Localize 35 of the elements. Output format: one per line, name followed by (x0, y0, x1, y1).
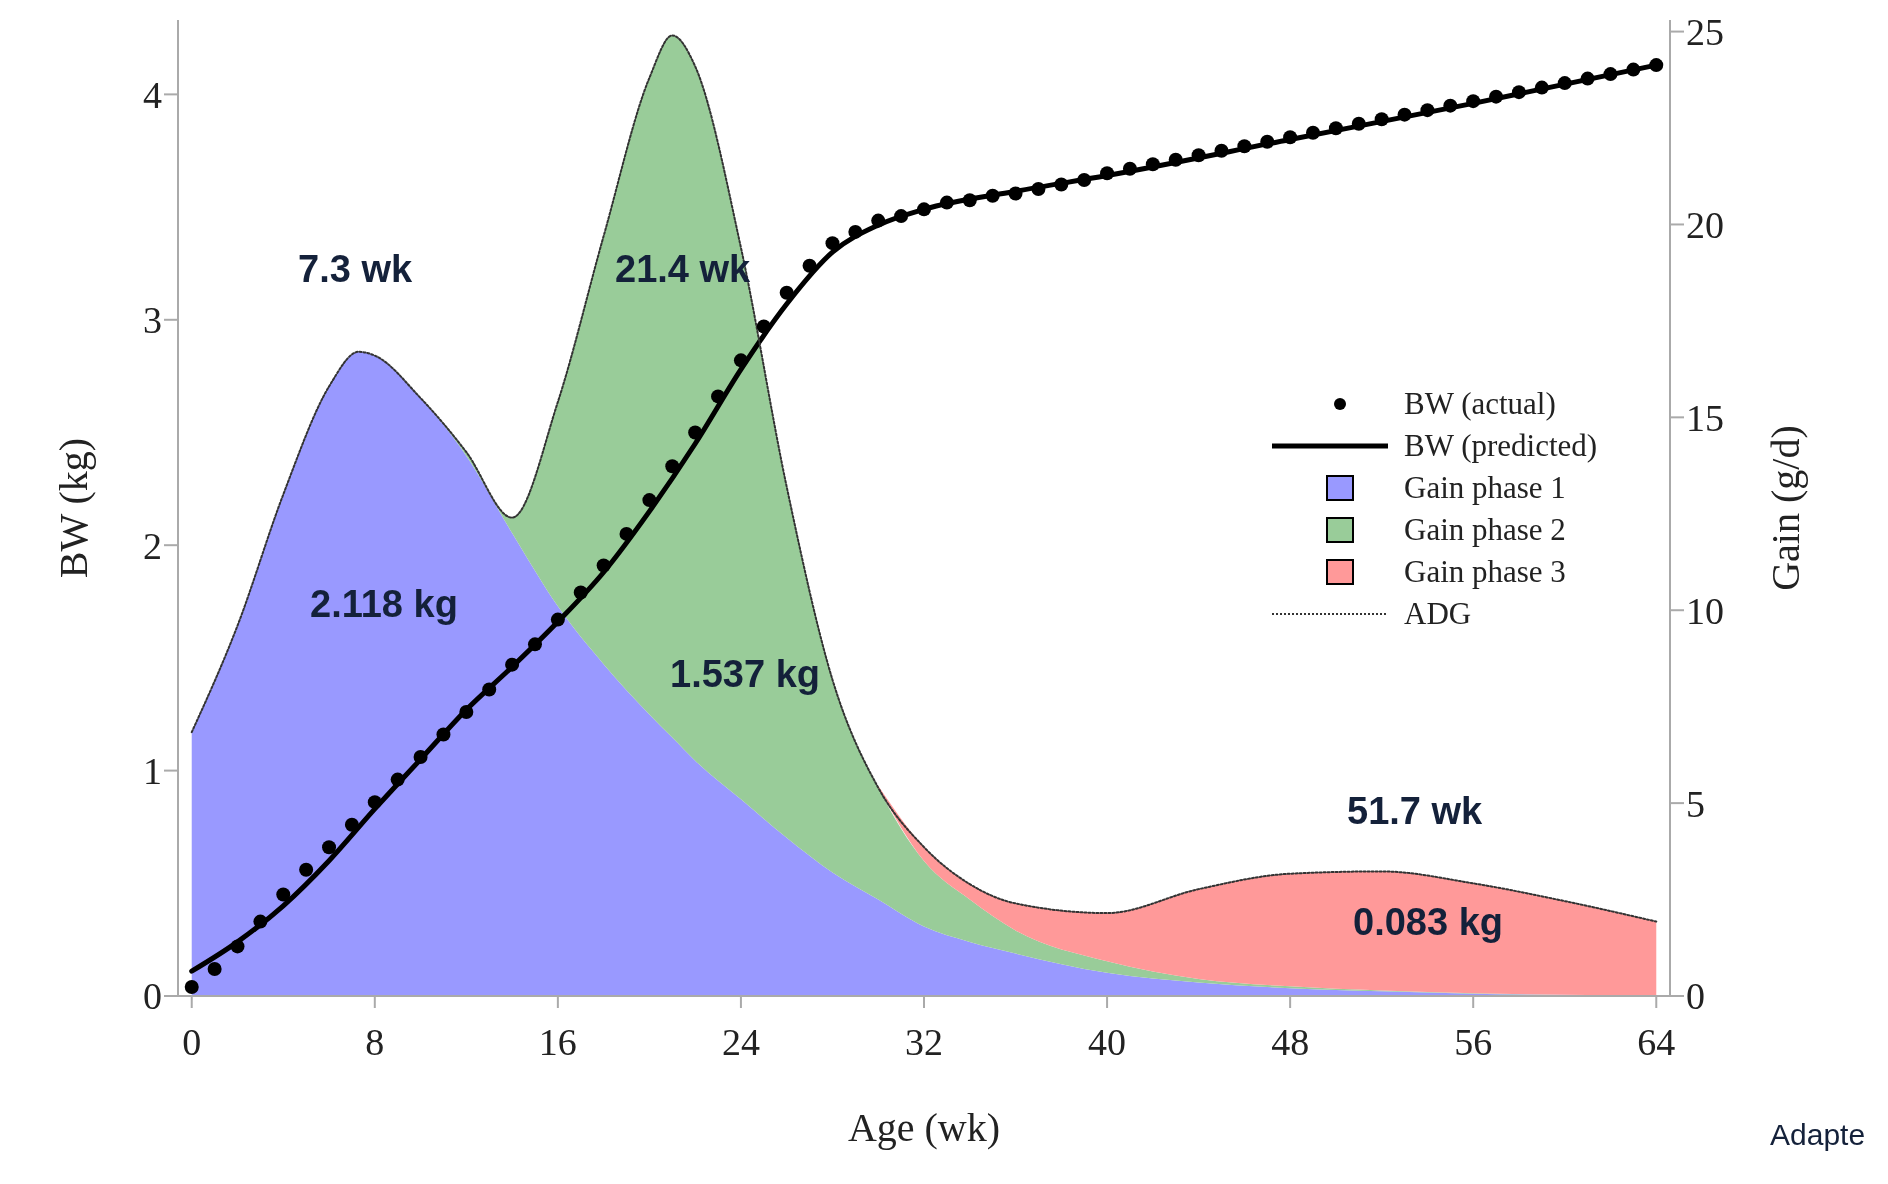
y-tick-label: 2 (143, 524, 162, 567)
y2-tick-label: 0 (1686, 975, 1705, 1018)
y-tick-label: 3 (143, 299, 162, 342)
x-tick-label: 48 (1271, 1020, 1310, 1063)
annotation: 2.118 kg (310, 583, 458, 626)
x-tick-label: 0 (182, 1020, 202, 1063)
annotation: 1.537 kg (670, 653, 820, 696)
legend-label: ADG (1404, 596, 1472, 632)
x-tick-label: 8 (365, 1020, 385, 1063)
x-tick-label: 24 (721, 1020, 760, 1063)
text: Adapte (1770, 1118, 1866, 1152)
y2-tick-label: 5 (1686, 782, 1705, 825)
x-tick-label: 16 (538, 1020, 577, 1063)
x-tick-label: 56 (1454, 1020, 1493, 1063)
y-tick-label: 4 (143, 73, 162, 116)
annotation: 51.7 wk (1347, 790, 1483, 833)
y2-tick-label: 10 (1686, 589, 1724, 632)
legend-label: Gain phase 2 (1404, 512, 1566, 548)
y2-tick-label: 15 (1686, 396, 1724, 439)
y-tick-label: 1 (143, 750, 162, 793)
y-axis-title: BW (kg) (51, 437, 97, 579)
annotation: 0.083 kg (1353, 901, 1503, 944)
y2-tick-label: 25 (1686, 11, 1724, 54)
annotation: 7.3 wk (298, 248, 413, 291)
legend-label: BW (predicted) (1404, 428, 1598, 464)
legend-label: BW (actual) (1404, 386, 1556, 422)
legend-label: Gain phase 1 (1404, 470, 1566, 506)
y2-axis-title: Gain (g/d) (1763, 425, 1809, 591)
x-tick-label: 64 (1637, 1020, 1676, 1063)
x-tick-label: 40 (1088, 1020, 1127, 1063)
x-tick-label: 32 (905, 1020, 943, 1063)
y-tick-label: 0 (143, 975, 162, 1018)
x-axis-title: Age (wk) (847, 1105, 1001, 1150)
legend-label: Gain phase 3 (1404, 554, 1566, 590)
y2-tick-label: 20 (1686, 203, 1724, 246)
